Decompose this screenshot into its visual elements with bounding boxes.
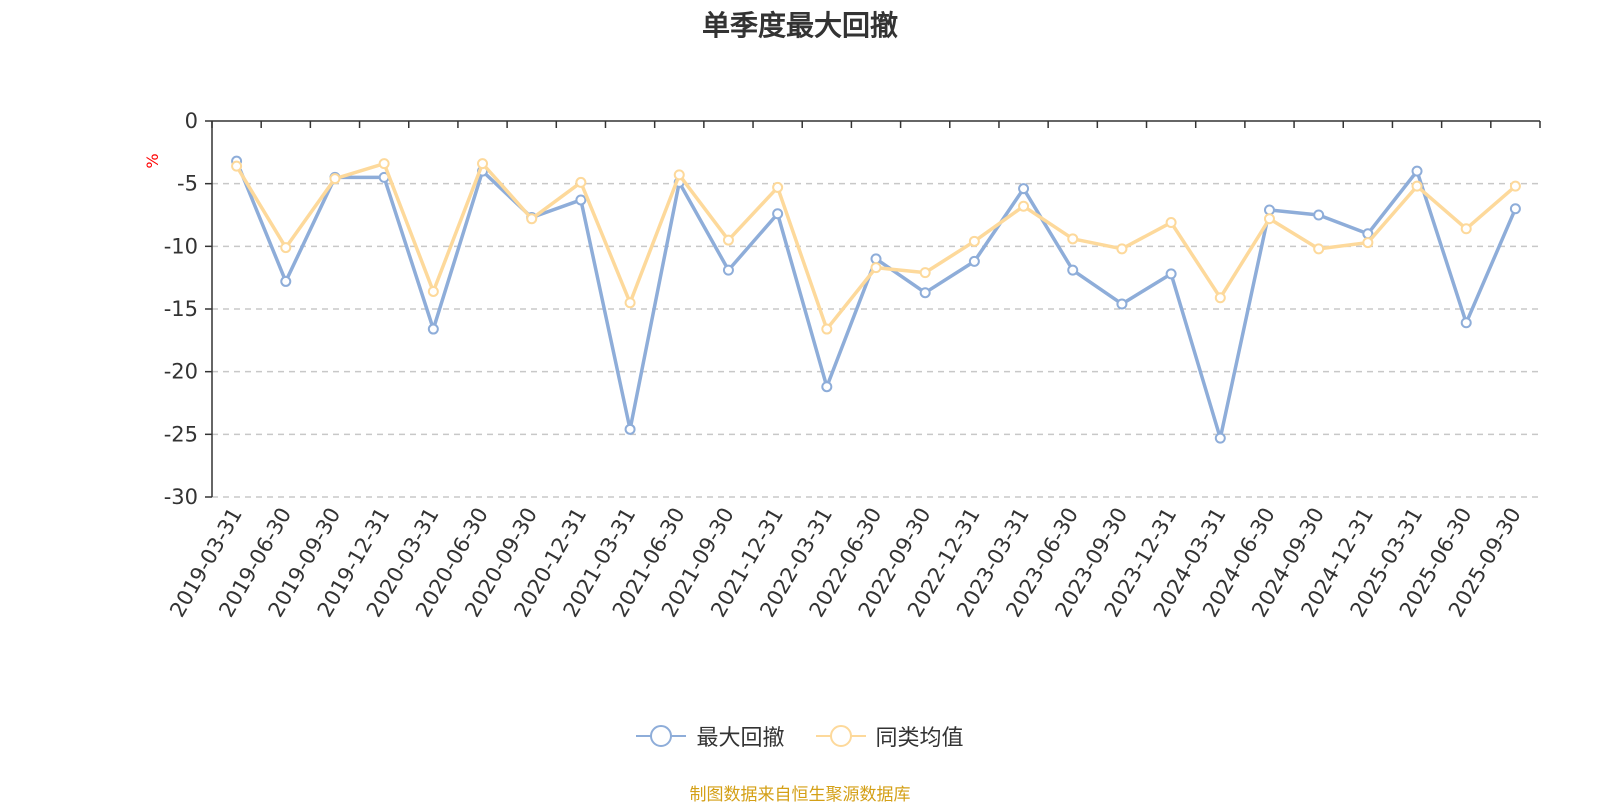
data-point xyxy=(1067,264,1079,276)
y-tick-label: -10 xyxy=(164,234,198,258)
y-axis-unit: % xyxy=(143,153,162,168)
chart-title: 单季度最大回撤 xyxy=(701,9,898,42)
series-line xyxy=(234,160,1518,440)
legend: 最大回撤 同类均值 xyxy=(0,720,1600,755)
data-point xyxy=(821,381,833,393)
data-point xyxy=(722,264,734,276)
data-point xyxy=(624,297,636,309)
data-point xyxy=(1313,209,1325,221)
data-point xyxy=(526,213,538,225)
data-point xyxy=(772,181,784,193)
legend-label: 最大回撤 xyxy=(696,726,785,751)
y-tick-label: -30 xyxy=(164,485,198,509)
data-point xyxy=(1165,268,1177,280)
line-chart: 0-5-10-15-20-25-30%2019-03-312019-06-302… xyxy=(143,109,1541,621)
data-point xyxy=(1116,243,1128,255)
data-point xyxy=(1214,432,1226,444)
series-peer-average xyxy=(231,158,1521,335)
data-point xyxy=(427,285,439,297)
data-point xyxy=(329,173,341,185)
legend-label: 同类均值 xyxy=(875,726,964,751)
series-layer xyxy=(231,155,1521,444)
series-max-drawdown xyxy=(231,155,1521,444)
data-point xyxy=(919,267,931,279)
data-point xyxy=(821,323,833,335)
data-point xyxy=(673,169,685,181)
data-point xyxy=(575,176,587,188)
data-point xyxy=(772,208,784,220)
legend-item-max-drawdown[interactable]: 最大回撤 xyxy=(636,720,785,752)
legend-item-peer-average[interactable]: 同类均值 xyxy=(815,720,964,752)
data-point xyxy=(1018,183,1030,195)
data-point xyxy=(1116,298,1128,310)
source-note: 制图数据来自恒生聚源数据库 xyxy=(689,785,911,805)
y-tick-label: 0 xyxy=(185,109,198,133)
data-point xyxy=(575,194,587,206)
y-tick-label: -25 xyxy=(164,422,198,446)
data-point xyxy=(1460,317,1472,329)
data-point xyxy=(1509,203,1521,215)
y-tick-label: -20 xyxy=(164,360,198,384)
data-point xyxy=(919,287,931,299)
data-point xyxy=(722,234,734,246)
axis-layer: 0-5-10-15-20-25-30%2019-03-312019-06-302… xyxy=(143,109,1541,621)
data-point xyxy=(477,158,489,170)
data-point xyxy=(378,158,390,170)
data-point xyxy=(280,275,292,287)
data-point xyxy=(624,423,636,435)
circle-line-icon xyxy=(636,725,687,747)
data-point xyxy=(280,242,292,254)
data-point xyxy=(427,323,439,335)
data-point xyxy=(1411,180,1423,192)
data-point xyxy=(870,262,882,274)
y-tick-label: -15 xyxy=(164,297,198,321)
data-point xyxy=(1018,200,1030,212)
data-point xyxy=(1165,217,1177,229)
data-point xyxy=(1263,213,1275,225)
circle-line-icon xyxy=(815,725,866,747)
data-point xyxy=(870,253,882,265)
data-point xyxy=(1411,165,1423,177)
data-point xyxy=(1214,292,1226,304)
data-point xyxy=(1067,233,1079,245)
data-point xyxy=(1263,204,1275,216)
grid-layer xyxy=(212,182,1540,498)
y-tick-label: -5 xyxy=(177,172,198,196)
data-point xyxy=(1313,243,1325,255)
data-point xyxy=(1362,237,1374,249)
data-point xyxy=(1460,223,1472,235)
data-point xyxy=(1509,180,1521,192)
data-point xyxy=(231,160,243,172)
data-point xyxy=(968,255,980,267)
data-point xyxy=(968,235,980,247)
